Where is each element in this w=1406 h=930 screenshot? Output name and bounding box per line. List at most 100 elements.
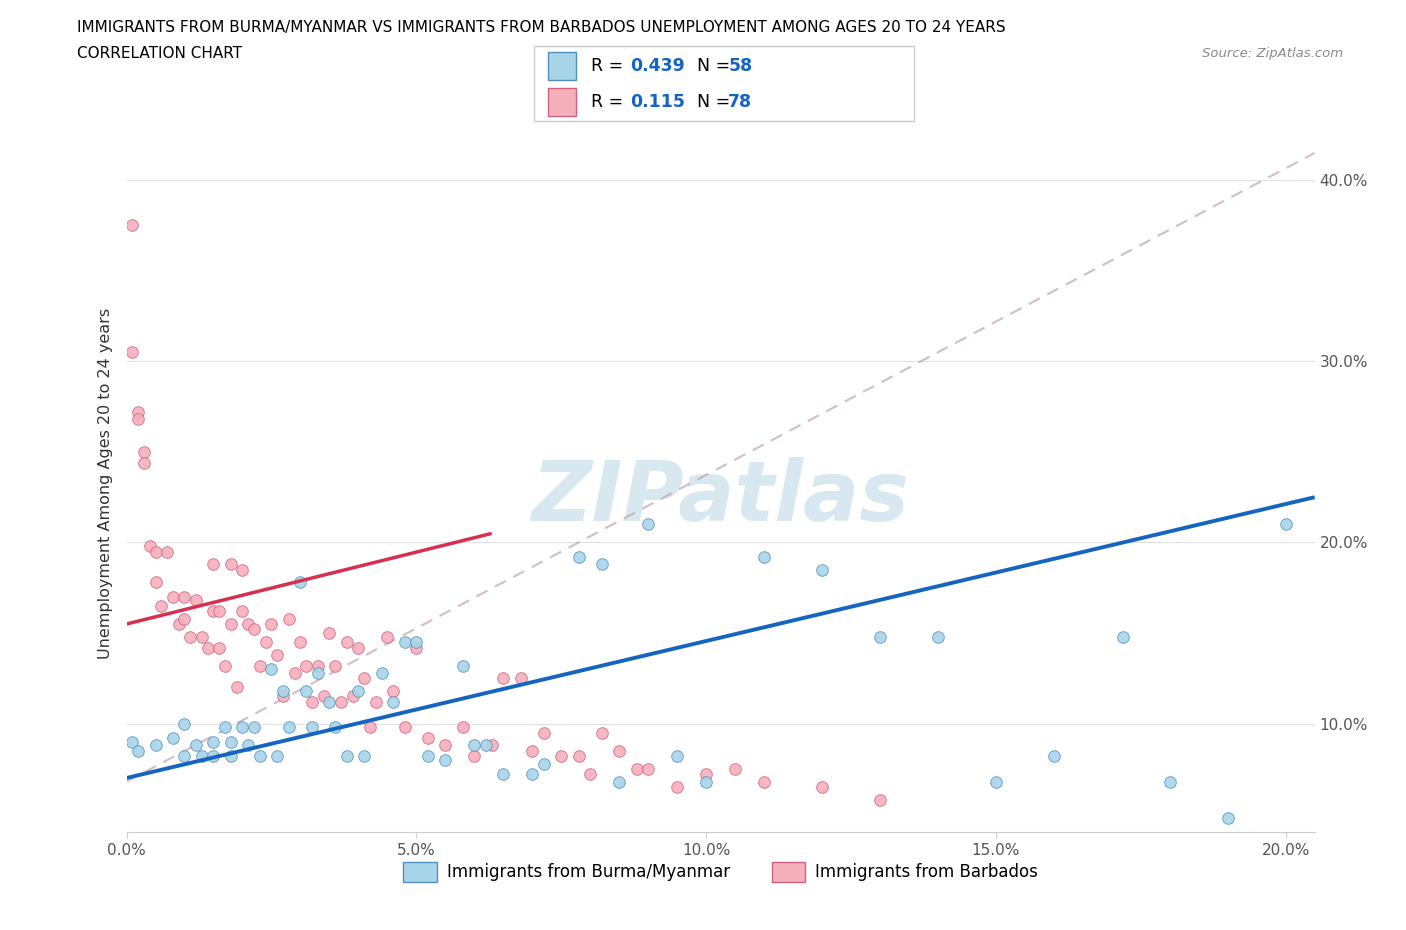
Point: [127, 412, 149, 427]
Point: [121, 218, 143, 232]
Point: [284, 666, 307, 681]
Point: [307, 666, 329, 681]
Point: [637, 762, 659, 777]
Point: [219, 557, 242, 572]
Point: [127, 743, 149, 758]
Point: [231, 604, 253, 618]
Point: [202, 749, 225, 764]
Point: [330, 695, 353, 710]
Point: [162, 590, 184, 604]
Point: [121, 345, 143, 360]
Point: [202, 735, 225, 750]
Point: [752, 774, 775, 789]
Point: [984, 774, 1007, 789]
Point: [347, 684, 370, 698]
Point: [451, 720, 474, 735]
Point: [243, 720, 266, 735]
Point: [568, 749, 591, 764]
Point: [463, 737, 485, 752]
Point: [260, 617, 283, 631]
Point: [607, 743, 630, 758]
Text: 78: 78: [728, 93, 752, 111]
Point: [394, 720, 416, 735]
Point: [290, 575, 312, 590]
Point: [666, 779, 689, 794]
Text: ZIPatlas: ZIPatlas: [531, 457, 910, 538]
Legend: Immigrants from Burma/Myanmar, Immigrants from Barbados: Immigrants from Burma/Myanmar, Immigrant…: [396, 856, 1045, 888]
Point: [550, 749, 572, 764]
Point: [607, 774, 630, 789]
Text: CORRELATION CHART: CORRELATION CHART: [77, 46, 242, 61]
Point: [626, 762, 648, 777]
Point: [336, 749, 359, 764]
Point: [375, 630, 398, 644]
Point: [173, 590, 195, 604]
Point: [231, 563, 253, 578]
Point: [249, 658, 271, 673]
Point: [202, 604, 225, 618]
Point: [323, 720, 346, 735]
Point: [451, 658, 474, 673]
Point: [290, 634, 312, 649]
Point: [318, 695, 340, 710]
Point: [394, 634, 416, 649]
Point: [208, 604, 231, 618]
Point: [295, 658, 318, 673]
Point: [695, 767, 717, 782]
Point: [724, 762, 747, 777]
Point: [312, 689, 335, 704]
Point: [752, 550, 775, 565]
Point: [695, 774, 717, 789]
Point: [156, 544, 179, 559]
Point: [277, 720, 299, 735]
Point: [811, 779, 834, 794]
Point: [271, 689, 294, 704]
Point: [382, 684, 405, 698]
Point: [1274, 517, 1296, 532]
Point: [364, 695, 387, 710]
Point: [277, 611, 299, 626]
Point: [347, 640, 370, 655]
Point: [249, 749, 271, 764]
Point: [1112, 630, 1135, 644]
Point: [260, 662, 283, 677]
Point: [266, 647, 288, 662]
Text: 58: 58: [728, 57, 752, 74]
Point: [637, 517, 659, 532]
Point: [370, 666, 392, 681]
Point: [231, 720, 253, 735]
Point: [666, 749, 689, 764]
Point: [318, 626, 340, 641]
Point: [254, 634, 277, 649]
Point: [225, 680, 247, 695]
Point: [307, 658, 329, 673]
Point: [434, 737, 457, 752]
Point: [301, 720, 323, 735]
Point: [492, 671, 515, 685]
Point: [579, 767, 602, 782]
Point: [522, 743, 544, 758]
Point: [138, 538, 160, 553]
Text: IMMIGRANTS FROM BURMA/MYANMAR VS IMMIGRANTS FROM BARBADOS UNEMPLOYMENT AMONG AGE: IMMIGRANTS FROM BURMA/MYANMAR VS IMMIGRA…: [77, 20, 1005, 35]
Point: [243, 622, 266, 637]
Point: [271, 684, 294, 698]
Point: [492, 767, 515, 782]
Y-axis label: Unemployment Among Ages 20 to 24 years: Unemployment Among Ages 20 to 24 years: [97, 308, 112, 659]
Point: [184, 737, 207, 752]
Point: [1159, 774, 1181, 789]
Point: [202, 557, 225, 572]
Point: [167, 617, 190, 631]
Point: [132, 445, 155, 459]
Point: [405, 640, 427, 655]
Point: [208, 640, 231, 655]
Point: [214, 658, 236, 673]
Point: [434, 752, 457, 767]
Point: [150, 598, 173, 613]
Point: [509, 671, 531, 685]
Point: [927, 630, 949, 644]
Point: [336, 634, 359, 649]
Text: Source: ZipAtlas.com: Source: ZipAtlas.com: [1202, 46, 1343, 60]
Text: 0.115: 0.115: [630, 93, 685, 111]
Point: [219, 617, 242, 631]
Point: [301, 695, 323, 710]
